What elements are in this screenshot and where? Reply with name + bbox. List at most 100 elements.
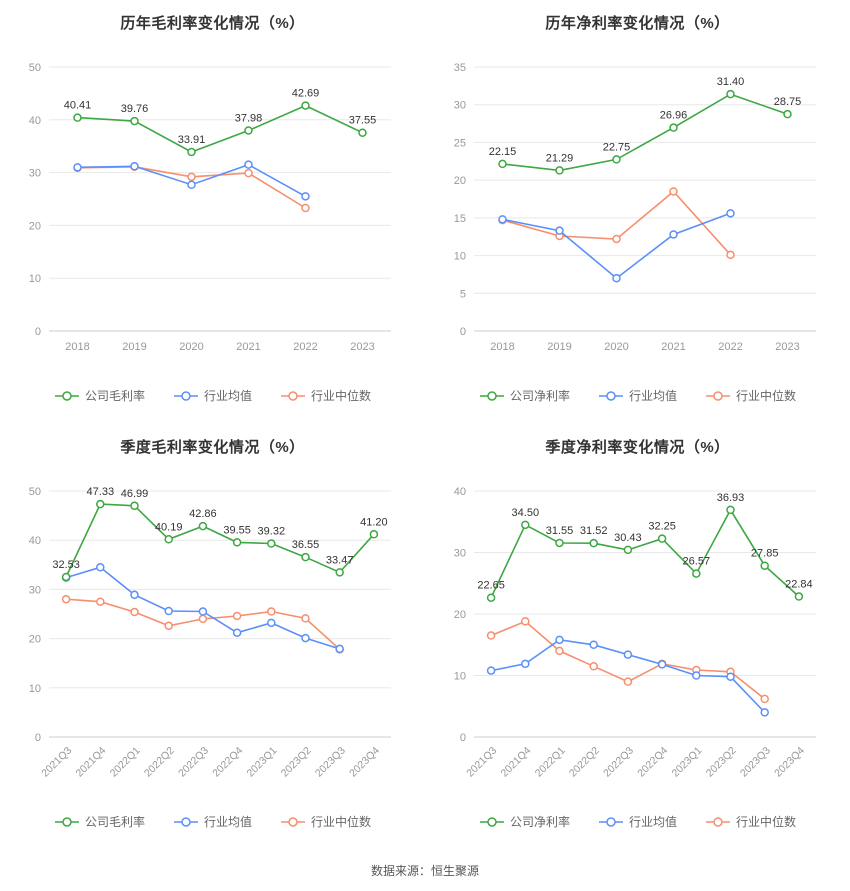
legend-line-marker-icon [54, 816, 79, 827]
panel-annual-net-margin: 历年净利率变化情况（%） 0 5 10 15 20 25 30 35 2018 2019 2020 2… [425, 0, 850, 424]
svg-text:27.85: 27.85 [750, 548, 778, 560]
svg-text:2022: 2022 [718, 341, 742, 353]
legend-label: 行业均值 [203, 389, 252, 403]
legend-item-company[interactable]: 公司毛利率 [54, 387, 145, 404]
legend-line-marker-icon [281, 816, 305, 827]
svg-text:26.57: 26.57 [682, 556, 710, 568]
legend-item-company[interactable]: 公司毛利率 [54, 813, 145, 830]
svg-text:15: 15 [453, 213, 465, 225]
svg-text:2022Q1: 2022Q1 [532, 745, 567, 780]
svg-text:32.53: 32.53 [52, 559, 80, 571]
svg-text:2023Q4: 2023Q4 [347, 745, 382, 780]
svg-text:50: 50 [28, 62, 40, 74]
svg-text:21.29: 21.29 [545, 152, 573, 164]
svg-text:26.96: 26.96 [659, 110, 687, 122]
svg-text:33.91: 33.91 [177, 134, 205, 146]
svg-text:31.55: 31.55 [545, 525, 573, 537]
svg-text:30: 30 [28, 584, 40, 596]
svg-text:2018: 2018 [65, 341, 89, 353]
svg-text:2022Q4: 2022Q4 [635, 745, 670, 780]
legend-item-company[interactable]: 公司净利率 [479, 387, 570, 404]
line-chart-svg: 0 5 10 15 20 25 30 35 2018 2019 2020 2021 2022 2023 22… [453, 62, 816, 353]
svg-text:28.75: 28.75 [773, 96, 801, 108]
legend-label: 公司毛利率 [84, 815, 145, 829]
svg-text:37.55: 37.55 [348, 115, 376, 127]
svg-text:20: 20 [453, 175, 465, 187]
svg-text:0: 0 [459, 326, 465, 338]
legend-line-marker-icon [706, 390, 730, 401]
svg-text:30.43: 30.43 [614, 532, 642, 544]
legend-item-industry_mean[interactable]: 行业均值 [598, 387, 677, 404]
svg-text:39.32: 39.32 [257, 526, 285, 538]
svg-text:22.84: 22.84 [785, 579, 813, 591]
svg-text:10: 10 [453, 671, 465, 683]
legend-line-marker-icon [479, 816, 504, 827]
svg-text:30: 30 [453, 548, 465, 560]
svg-text:0: 0 [459, 732, 465, 744]
legend-line-marker-icon [54, 390, 79, 401]
legend-item-company[interactable]: 公司净利率 [479, 813, 570, 830]
svg-text:39.76: 39.76 [120, 103, 148, 115]
legend-label: 行业中位数 [736, 389, 797, 403]
legend-item-industry_mean[interactable]: 行业均值 [173, 813, 252, 830]
svg-text:34.50: 34.50 [511, 507, 539, 519]
legend-label: 行业均值 [628, 815, 677, 829]
svg-text:2023Q2: 2023Q2 [703, 745, 738, 780]
legend-item-industry_mean[interactable]: 行业均值 [598, 813, 677, 830]
svg-text:20: 20 [28, 220, 40, 232]
svg-text:2020: 2020 [604, 341, 628, 353]
svg-text:2023Q3: 2023Q3 [737, 745, 772, 780]
svg-text:25: 25 [453, 137, 465, 149]
legend-line-marker-icon [173, 390, 198, 401]
svg-text:2021Q4: 2021Q4 [73, 745, 108, 780]
svg-text:37.98: 37.98 [234, 112, 262, 124]
svg-text:2021: 2021 [236, 341, 260, 353]
svg-text:0: 0 [34, 732, 40, 744]
svg-text:2023Q1: 2023Q1 [669, 745, 704, 780]
svg-text:2022Q3: 2022Q3 [601, 745, 636, 780]
chart-legend: 公司毛利率 行业均值 行业中位数 [0, 813, 425, 830]
svg-text:0: 0 [34, 326, 40, 338]
svg-text:20: 20 [28, 634, 40, 646]
svg-text:2019: 2019 [547, 341, 571, 353]
svg-text:33.47: 33.47 [325, 554, 353, 566]
panel-annual-gross-margin: 历年毛利率变化情况（%） 0 10 20 30 40 50 2018 2019 2020 2021… [0, 0, 425, 424]
legend-item-industry_median[interactable]: 行业中位数 [705, 813, 796, 830]
legend-label: 行业均值 [203, 815, 252, 829]
svg-text:40: 40 [28, 115, 40, 127]
line-chart-svg: 0 10 20 30 40 50 2018 2019 2020 2021 2022 2023 40.41… [28, 62, 391, 353]
legend-label: 公司毛利率 [84, 389, 145, 403]
legend-line-marker-icon [281, 390, 305, 401]
svg-text:2019: 2019 [122, 341, 146, 353]
legend-item-industry_mean[interactable]: 行业均值 [173, 387, 252, 404]
svg-text:41.20: 41.20 [360, 516, 388, 528]
panel-quarterly-gross-margin: 季度毛利率变化情况（%） 0 10 20 30 40 50 2021Q3 2021Q4 2022… [0, 424, 425, 854]
panel-quarterly-net-margin: 季度净利率变化情况（%） 0 10 20 30 40 2021Q3 2021Q4 2022Q1… [425, 424, 850, 854]
svg-text:2022Q1: 2022Q1 [107, 745, 142, 780]
legend-item-industry_median[interactable]: 行业中位数 [705, 387, 796, 404]
svg-text:36.93: 36.93 [716, 492, 744, 504]
svg-text:42.69: 42.69 [291, 88, 319, 100]
svg-text:2021Q3: 2021Q3 [39, 745, 74, 780]
legend-item-industry_median[interactable]: 行业中位数 [280, 813, 371, 830]
svg-text:2023Q3: 2023Q3 [312, 745, 347, 780]
legend-label: 公司净利率 [509, 389, 570, 403]
svg-text:2023: 2023 [350, 341, 374, 353]
chart-legend: 公司净利率 行业均值 行业中位数 [425, 813, 850, 830]
chart-legend: 公司毛利率 行业均值 行业中位数 [0, 387, 425, 404]
svg-text:31.40: 31.40 [716, 76, 744, 88]
svg-text:2022Q3: 2022Q3 [176, 745, 211, 780]
legend-line-marker-icon [479, 390, 504, 401]
annual-net-margin-line-chart: 0 5 10 15 20 25 30 35 2018 2019 2020 2021 2022 2023 22… [425, 35, 850, 365]
charts-grid: 历年毛利率变化情况（%） 0 10 20 30 40 50 2018 2019 2020 2021… [0, 0, 850, 854]
svg-text:2021: 2021 [661, 341, 685, 353]
svg-text:35: 35 [453, 62, 465, 74]
legend-label: 行业中位数 [311, 815, 372, 829]
legend-line-marker-icon [173, 816, 198, 827]
legend-item-industry_median[interactable]: 行业中位数 [280, 387, 371, 404]
chart-legend: 公司净利率 行业均值 行业中位数 [425, 387, 850, 404]
svg-text:22.75: 22.75 [602, 141, 630, 153]
svg-text:10: 10 [28, 683, 40, 695]
legend-label: 行业均值 [628, 389, 677, 403]
